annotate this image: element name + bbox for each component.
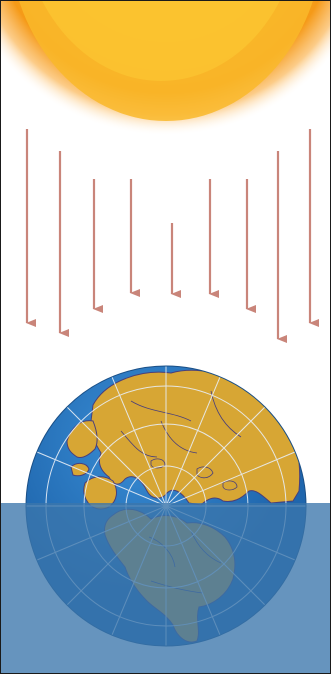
- earth-shadow-overlay: [1, 503, 330, 673]
- sunlight-rays: [25, 129, 319, 343]
- sun-icon: [1, 1, 330, 141]
